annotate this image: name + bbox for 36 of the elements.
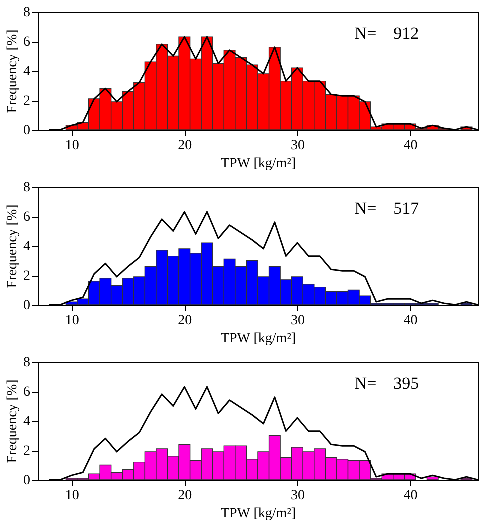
x-tick-label: 30	[290, 314, 305, 328]
y-tick-label: 2	[24, 444, 30, 459]
x-tick-label: 10	[65, 488, 80, 504]
y-tick-label: 6	[24, 35, 30, 50]
y-tick-label: 2	[24, 269, 30, 284]
x-tick-label: 40	[404, 314, 418, 328]
y-tick-label: 4	[24, 240, 30, 254]
x-tick-label: 20	[178, 488, 192, 504]
y-tick-label: 8	[24, 180, 30, 196]
annotation: N= 517	[354, 199, 420, 218]
y-tick-label: 6	[24, 385, 30, 400]
y-tick-label: 2	[24, 94, 30, 109]
y-tick-label: 4	[24, 414, 30, 430]
x-axis-title: TPW [kg/m²]	[220, 156, 296, 172]
x-tick-label: 10	[65, 314, 80, 328]
x-tick-label: 30	[290, 138, 305, 154]
y-tick-label: 8	[24, 356, 30, 370]
x-tick-label: 40	[404, 138, 418, 154]
x-tick-label: 20	[178, 314, 192, 328]
y-tick-label: 8	[24, 6, 30, 20]
x-axis-title: TPW [kg/m²]	[220, 332, 296, 346]
x-axis-title: TPW [kg/m²]	[220, 506, 296, 521]
annotation: N= 912	[354, 24, 420, 43]
y-tick-label: 0	[24, 474, 30, 488]
y-tick-label: 6	[24, 210, 30, 225]
y-axis-title: Frequency [%]	[6, 30, 20, 114]
y-tick-label: 0	[24, 298, 30, 314]
y-axis-title: Frequency [%]	[6, 380, 20, 464]
x-tick-label: 30	[290, 488, 305, 504]
annotation: N= 395	[354, 374, 420, 393]
y-tick-label: 4	[24, 64, 30, 80]
y-tick-label: 0	[24, 124, 30, 138]
x-tick-label: 40	[404, 488, 418, 504]
x-tick-label: 10	[65, 138, 80, 154]
x-tick-label: 20	[178, 138, 192, 154]
y-axis-title: Frequency [%]	[6, 204, 20, 288]
